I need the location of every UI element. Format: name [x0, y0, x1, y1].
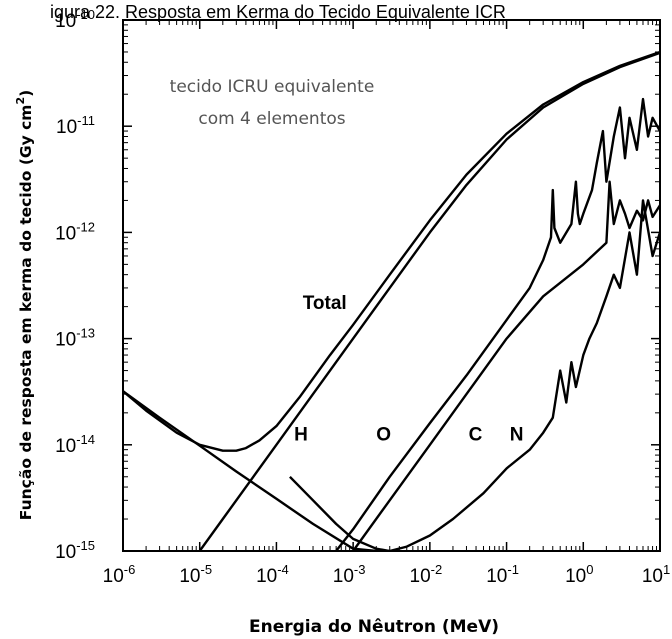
curve-labels: Total H O C N [294, 293, 523, 445]
y-tick-label: 10-15 [55, 538, 95, 563]
x-tick-exp: -4 [277, 562, 289, 577]
x-tick-label: 101 [642, 562, 670, 587]
y-tick-exp: -13 [76, 326, 95, 341]
y-tick-base: 10 [55, 436, 76, 457]
y-tick-label: 10-14 [55, 432, 95, 457]
curve-label-c: C [469, 424, 483, 445]
series-line-n [289, 199, 660, 551]
x-tick-label: 10-3 [333, 562, 366, 587]
y-tick-exp: -12 [76, 219, 95, 234]
x-tick-base: 10 [256, 566, 277, 587]
y-tick-base: 10 [55, 11, 76, 32]
series-line-h [198, 51, 660, 551]
series-line-c [352, 180, 660, 551]
x-tick-label: 10-2 [410, 562, 443, 587]
y-tick-exp: -10 [76, 7, 95, 22]
y-tick-label: 10-13 [55, 326, 95, 351]
y-tick-base: 10 [55, 223, 76, 244]
x-tick-exp: -1 [507, 562, 519, 577]
annotation-line-2: com 4 elementos [198, 109, 345, 129]
x-tick-base: 10 [410, 566, 431, 587]
y-tick-base: 10 [55, 542, 76, 563]
x-tick-exp: 1 [663, 562, 670, 577]
annotation-line-1: tecido ICRU equivalente [170, 77, 375, 97]
x-tick-exp: -6 [124, 562, 136, 577]
curve-label-n: N [510, 424, 524, 445]
x-tick-label: 10-4 [256, 562, 289, 587]
x-tick-exp: -2 [431, 562, 443, 577]
x-tick-label: 10-1 [486, 562, 519, 587]
x-tick-label: 10-5 [179, 562, 212, 587]
x-axis-label: Energia do Nêutron (MeV) [249, 617, 499, 637]
x-tick-base: 10 [642, 566, 663, 587]
x-axis-ticks: 10-6 10-5 10-4 10-3 10-2 10-1 100 101 [103, 20, 670, 587]
y-tick-label: 10-12 [55, 219, 95, 244]
y-axis-label-tail: ) [17, 90, 35, 97]
series-line-low-energy [123, 390, 390, 551]
y-tick-exp: -14 [76, 432, 95, 447]
x-tick-base: 10 [103, 566, 124, 587]
x-tick-base: 10 [565, 566, 586, 587]
x-tick-label: 100 [565, 562, 593, 587]
y-tick-label: 10-11 [56, 113, 95, 138]
x-tick-exp: 0 [586, 562, 593, 577]
y-axis-label: Função de resposta em kerma do tecido (G… [14, 90, 35, 520]
y-axis-label-main: Função de resposta em kerma do tecido (G… [17, 105, 35, 521]
chart-title: igura 22. Resposta em Kerma do Tecido Eq… [50, 2, 506, 22]
x-tick-exp: -3 [354, 562, 366, 577]
x-tick-base: 10 [333, 566, 354, 587]
y-tick-exp: -11 [77, 113, 95, 128]
y-axis-label-sup: 2 [14, 97, 27, 105]
y-tick-base: 10 [55, 330, 76, 351]
y-tick-exp: -15 [76, 538, 95, 553]
curve-label-total: Total [303, 293, 347, 314]
series-line-o [335, 97, 660, 551]
x-tick-base: 10 [179, 566, 200, 587]
curve-label-h: H [294, 424, 308, 445]
x-tick-base: 10 [486, 566, 507, 587]
y-tick-label: 10-10 [55, 7, 95, 32]
series-line-total [123, 50, 660, 452]
x-tick-exp: -5 [201, 562, 213, 577]
data-series [123, 50, 660, 551]
y-tick-base: 10 [56, 117, 77, 138]
x-tick-label: 10-6 [103, 562, 136, 587]
curve-label-o: O [376, 424, 391, 445]
